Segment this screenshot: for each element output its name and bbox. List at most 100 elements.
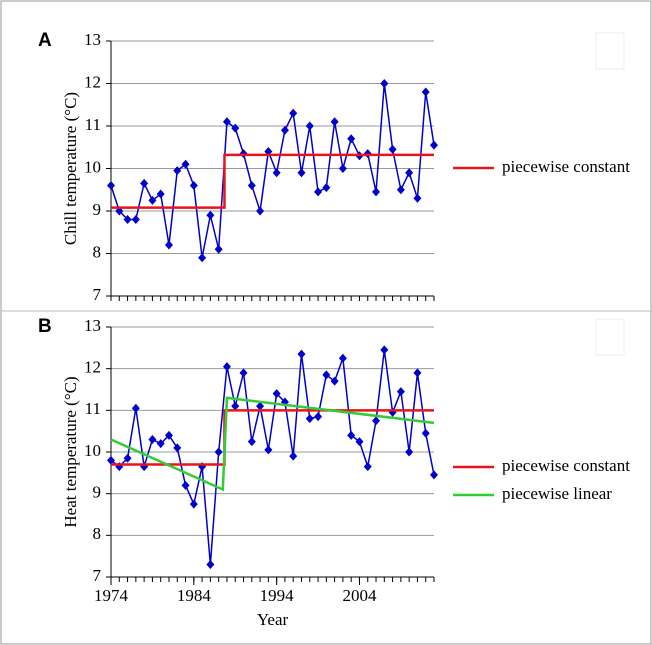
y-tick-label: 7 [93,566,102,585]
y-tick-label: 11 [85,399,101,418]
y-tick-label: 12 [84,72,101,91]
y-tick-label: 13 [84,316,101,335]
data-point [322,370,331,380]
data-point [396,387,405,397]
data-point [189,499,198,509]
data-point [156,439,165,449]
data-point [231,401,240,411]
data-point [297,349,306,359]
y-axis-label: Heat temperature (°C) [61,376,80,527]
y-tick-label: 8 [93,242,102,261]
data-point [413,368,422,378]
data-point [347,134,356,144]
data-point [206,210,215,220]
data-point [421,428,430,438]
data-point [338,164,347,173]
data-point [280,125,289,135]
data-point [405,447,414,457]
x-tick-label: 2004 [342,586,377,605]
y-axis-label: Chill temperature (°C) [61,92,80,245]
data-point [222,362,231,372]
data-point [363,149,372,159]
data-point [322,183,331,193]
data-point [264,445,273,455]
data-point [173,443,182,453]
data-point [430,470,438,480]
data-point [363,462,372,472]
series-line [110,83,435,258]
data-point [289,451,298,461]
data-point [206,560,215,569]
data-point [131,403,140,413]
data-point [123,453,132,463]
data-point [173,166,182,176]
data-point [140,178,149,188]
data-point [181,480,190,490]
data-point [330,376,339,386]
data-point [380,345,389,355]
data-point [247,181,256,190]
y-tick-label: 10 [84,441,101,460]
data-point [239,149,248,159]
panel-letter: A [38,30,52,51]
data-point [214,244,223,254]
legend-box [595,32,625,70]
data-point [107,181,115,190]
series-line [110,349,435,565]
data-point [156,189,165,199]
data-point [355,437,364,447]
data-point [330,117,339,127]
data-point [297,168,306,178]
data-point [413,193,422,203]
series-line [110,396,435,492]
data-point [305,121,314,131]
x-tick-label: 1974 [94,586,129,605]
data-point [231,123,240,133]
data-point [372,416,381,426]
y-tick-label: 12 [84,358,101,377]
data-point [164,240,173,250]
data-point [198,253,207,263]
data-point [388,144,397,154]
data-point [239,368,248,378]
data-point [314,412,323,422]
data-point [372,187,381,197]
data-point [314,187,323,197]
data-point [305,414,314,424]
data-point [189,181,198,190]
data-point [214,447,223,457]
data-point [131,215,140,224]
y-tick-label: 13 [84,30,101,49]
data-point [272,168,281,178]
data-point [222,117,231,127]
data-point [405,168,414,178]
data-point [347,430,356,440]
legend-label: piecewise constant [502,456,630,475]
x-tick-label: 1984 [177,586,212,605]
data-point [107,455,115,465]
x-tick-label: 1994 [260,586,295,605]
legend-label: piecewise linear [502,484,612,503]
y-tick-label: 7 [93,285,102,304]
data-point [256,206,265,216]
y-tick-label: 11 [85,115,101,134]
data-point [247,437,256,447]
y-tick-label: 8 [93,524,102,543]
data-point [123,215,132,224]
data-point [272,389,281,399]
x-axis-label: Year [257,610,289,629]
data-point [289,108,298,118]
data-point [181,159,190,169]
data-point [421,87,430,97]
y-tick-label: 9 [93,483,102,502]
data-point [430,140,438,150]
data-point [148,435,157,444]
data-point [256,401,265,411]
series-line [111,153,434,209]
y-tick-label: 10 [84,157,101,176]
panel-letter: B [38,316,52,337]
data-point [396,185,405,195]
data-point [164,430,173,440]
